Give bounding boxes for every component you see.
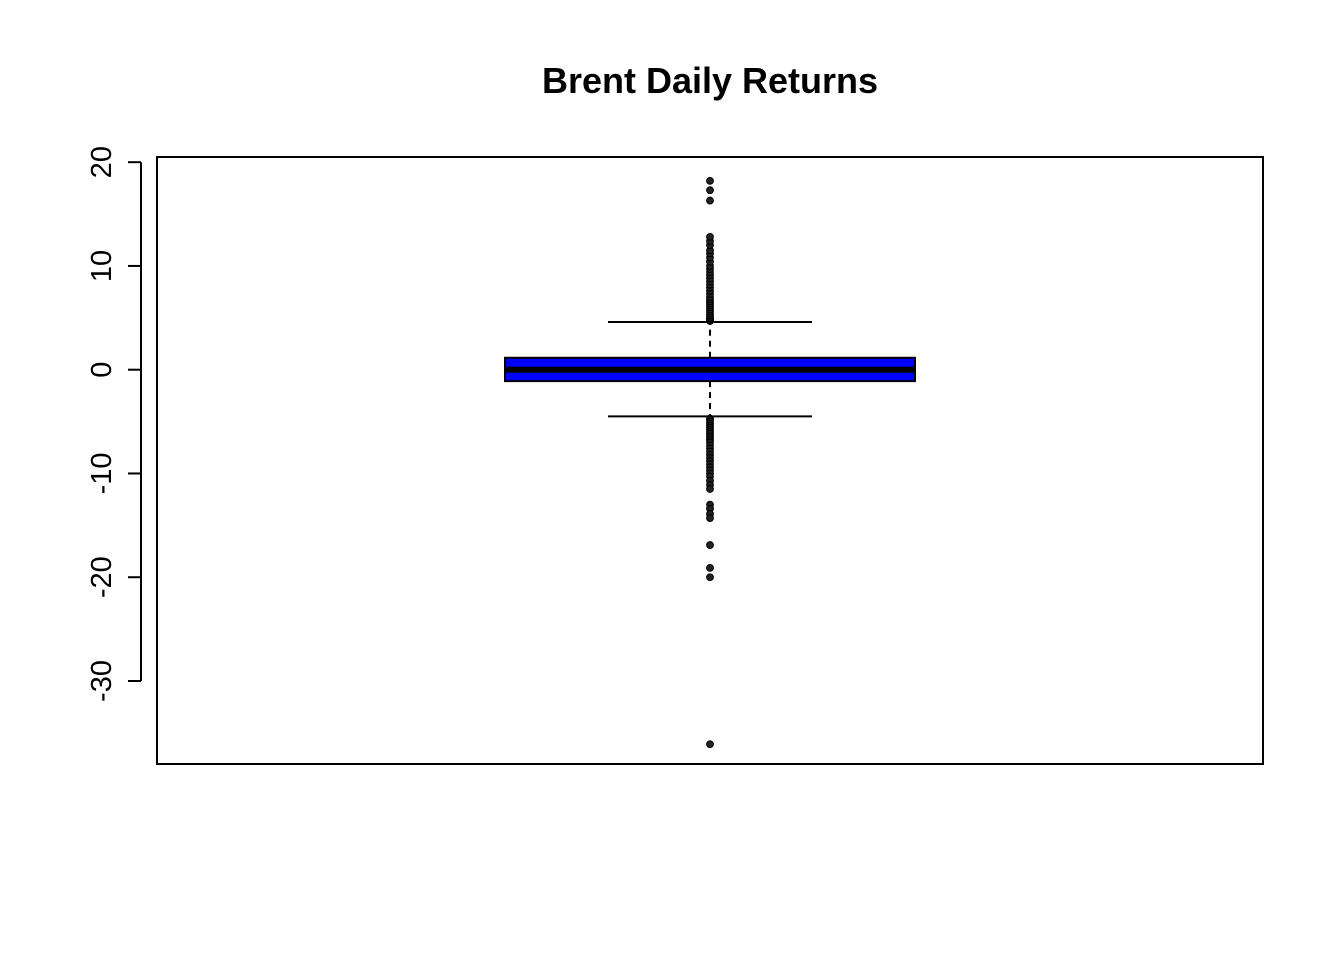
outlier-point bbox=[706, 740, 714, 749]
y-tick-label: 10 bbox=[86, 250, 118, 282]
chart-title: Brent Daily Returns bbox=[542, 60, 878, 101]
outlier-point bbox=[706, 573, 714, 582]
outlier-point bbox=[706, 176, 714, 185]
y-tick-label: -20 bbox=[86, 556, 118, 598]
y-axis: -30 -20 -10 0 10 20 bbox=[86, 146, 142, 702]
y-tick-label: -10 bbox=[86, 453, 118, 495]
outlier-point bbox=[706, 514, 714, 522]
outlier-point bbox=[706, 541, 714, 549]
y-tick-label: 20 bbox=[86, 146, 118, 178]
box-group bbox=[504, 320, 916, 418]
plot-frame bbox=[156, 156, 1264, 765]
outlier-point bbox=[706, 186, 714, 195]
outlier-point bbox=[706, 196, 714, 205]
outlier-points bbox=[706, 176, 714, 749]
y-tick-label: -30 bbox=[86, 660, 118, 702]
outlier-point bbox=[706, 232, 714, 241]
outlier-point bbox=[706, 563, 714, 572]
outlier-point bbox=[706, 485, 714, 493]
y-tick-label: 0 bbox=[86, 362, 118, 378]
